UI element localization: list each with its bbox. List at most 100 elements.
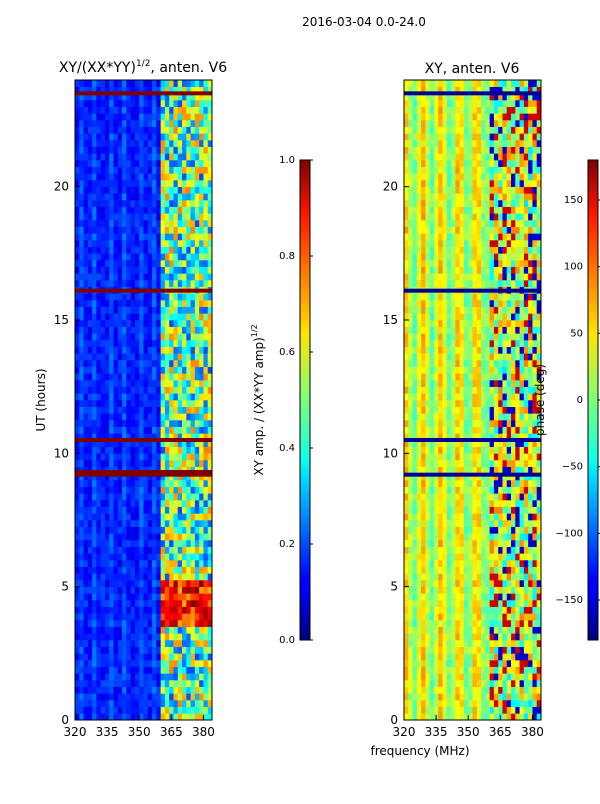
heat-cell bbox=[195, 160, 200, 167]
heat-cell bbox=[511, 393, 516, 400]
heat-cell bbox=[447, 367, 452, 374]
heat-cell bbox=[430, 387, 435, 394]
heat-cell bbox=[502, 513, 507, 520]
heat-cell bbox=[122, 393, 127, 400]
heat-cell bbox=[199, 347, 204, 354]
heat-cell bbox=[92, 207, 97, 214]
heat-cell bbox=[88, 693, 93, 700]
heat-cell bbox=[118, 633, 123, 640]
heat-cell bbox=[109, 520, 114, 527]
heat-cell bbox=[152, 140, 157, 147]
heat-cell bbox=[169, 620, 174, 627]
heat-cell bbox=[79, 260, 84, 267]
heat-cell bbox=[178, 147, 183, 154]
heat-cell bbox=[182, 520, 187, 527]
heat-cell bbox=[447, 460, 452, 467]
heat-cell bbox=[520, 600, 525, 607]
heat-cell bbox=[524, 613, 529, 620]
heat-cell bbox=[139, 427, 144, 434]
heat-cell bbox=[199, 260, 204, 267]
heat-cell bbox=[421, 600, 426, 607]
heat-cell bbox=[408, 600, 413, 607]
heat-cell bbox=[173, 213, 178, 220]
heat-cell bbox=[114, 673, 119, 680]
heat-cell bbox=[152, 553, 157, 560]
heat-cell bbox=[131, 367, 136, 374]
heat-cell bbox=[139, 200, 144, 207]
heat-cell bbox=[105, 133, 110, 140]
heat-cell bbox=[114, 300, 119, 307]
heat-cell bbox=[186, 127, 191, 134]
heat-cell bbox=[165, 427, 170, 434]
heat-cell bbox=[186, 80, 191, 87]
heat-cell bbox=[152, 633, 157, 640]
heat-cell bbox=[430, 593, 435, 600]
heat-cell bbox=[417, 547, 422, 554]
heat-cell bbox=[507, 560, 512, 567]
heat-cell bbox=[481, 507, 486, 514]
heat-cell bbox=[481, 680, 486, 687]
heat-cell bbox=[447, 627, 452, 634]
heat-cell bbox=[464, 533, 469, 540]
heat-cell bbox=[96, 660, 101, 667]
heat-cell bbox=[122, 553, 127, 560]
heat-cell bbox=[114, 167, 119, 174]
heat-cell bbox=[178, 693, 183, 700]
heat-cell bbox=[156, 560, 161, 567]
heat-cell bbox=[494, 527, 499, 534]
heat-cell bbox=[438, 673, 443, 680]
heat-cell bbox=[430, 620, 435, 627]
heat-cell bbox=[490, 480, 495, 487]
heat-cell bbox=[455, 453, 460, 460]
heat-cell bbox=[79, 227, 84, 234]
heat-cell bbox=[524, 333, 529, 340]
heat-cell bbox=[156, 193, 161, 200]
heat-cell bbox=[75, 107, 80, 114]
heat-cell bbox=[122, 247, 127, 254]
heat-cell bbox=[173, 560, 178, 567]
heat-cell bbox=[118, 667, 123, 674]
heat-cell bbox=[186, 313, 191, 320]
heat-cell bbox=[481, 353, 486, 360]
heat-cell bbox=[195, 627, 200, 634]
heat-cell bbox=[101, 687, 106, 694]
heat-cell bbox=[460, 420, 465, 427]
heat-cell bbox=[447, 613, 452, 620]
heat-cell bbox=[131, 640, 136, 647]
heat-cell bbox=[165, 133, 170, 140]
heat-cell bbox=[425, 487, 430, 494]
heat-cell bbox=[152, 373, 157, 380]
heat-cell bbox=[92, 700, 97, 707]
heat-cell bbox=[161, 300, 166, 307]
heat-cell bbox=[434, 540, 439, 547]
heat-cell bbox=[165, 167, 170, 174]
heat-cell bbox=[79, 553, 84, 560]
heat-cell bbox=[144, 487, 149, 494]
heat-cell bbox=[528, 653, 533, 660]
heat-cell bbox=[152, 680, 157, 687]
heat-cell bbox=[417, 513, 422, 520]
heat-cell bbox=[156, 687, 161, 694]
heat-cell bbox=[169, 147, 174, 154]
heat-cell bbox=[485, 420, 490, 427]
heat-cell bbox=[502, 693, 507, 700]
heat-cell bbox=[203, 500, 208, 507]
heat-cell bbox=[161, 213, 166, 220]
heat-cell bbox=[203, 253, 208, 260]
heat-cell bbox=[413, 713, 418, 720]
heat-cell bbox=[178, 240, 183, 247]
heat-cell bbox=[468, 373, 473, 380]
heat-cell bbox=[515, 527, 520, 534]
heat-cell bbox=[528, 660, 533, 667]
heat-cell bbox=[144, 193, 149, 200]
heat-cell bbox=[434, 460, 439, 467]
heat-cell bbox=[169, 207, 174, 214]
heat-cell bbox=[507, 553, 512, 560]
heat-cell bbox=[126, 127, 131, 134]
heat-cell bbox=[182, 493, 187, 500]
heat-cell bbox=[490, 447, 495, 454]
heat-cell bbox=[156, 273, 161, 280]
heat-cell bbox=[101, 127, 106, 134]
heat-cell bbox=[122, 407, 127, 414]
heat-cell bbox=[96, 293, 101, 300]
